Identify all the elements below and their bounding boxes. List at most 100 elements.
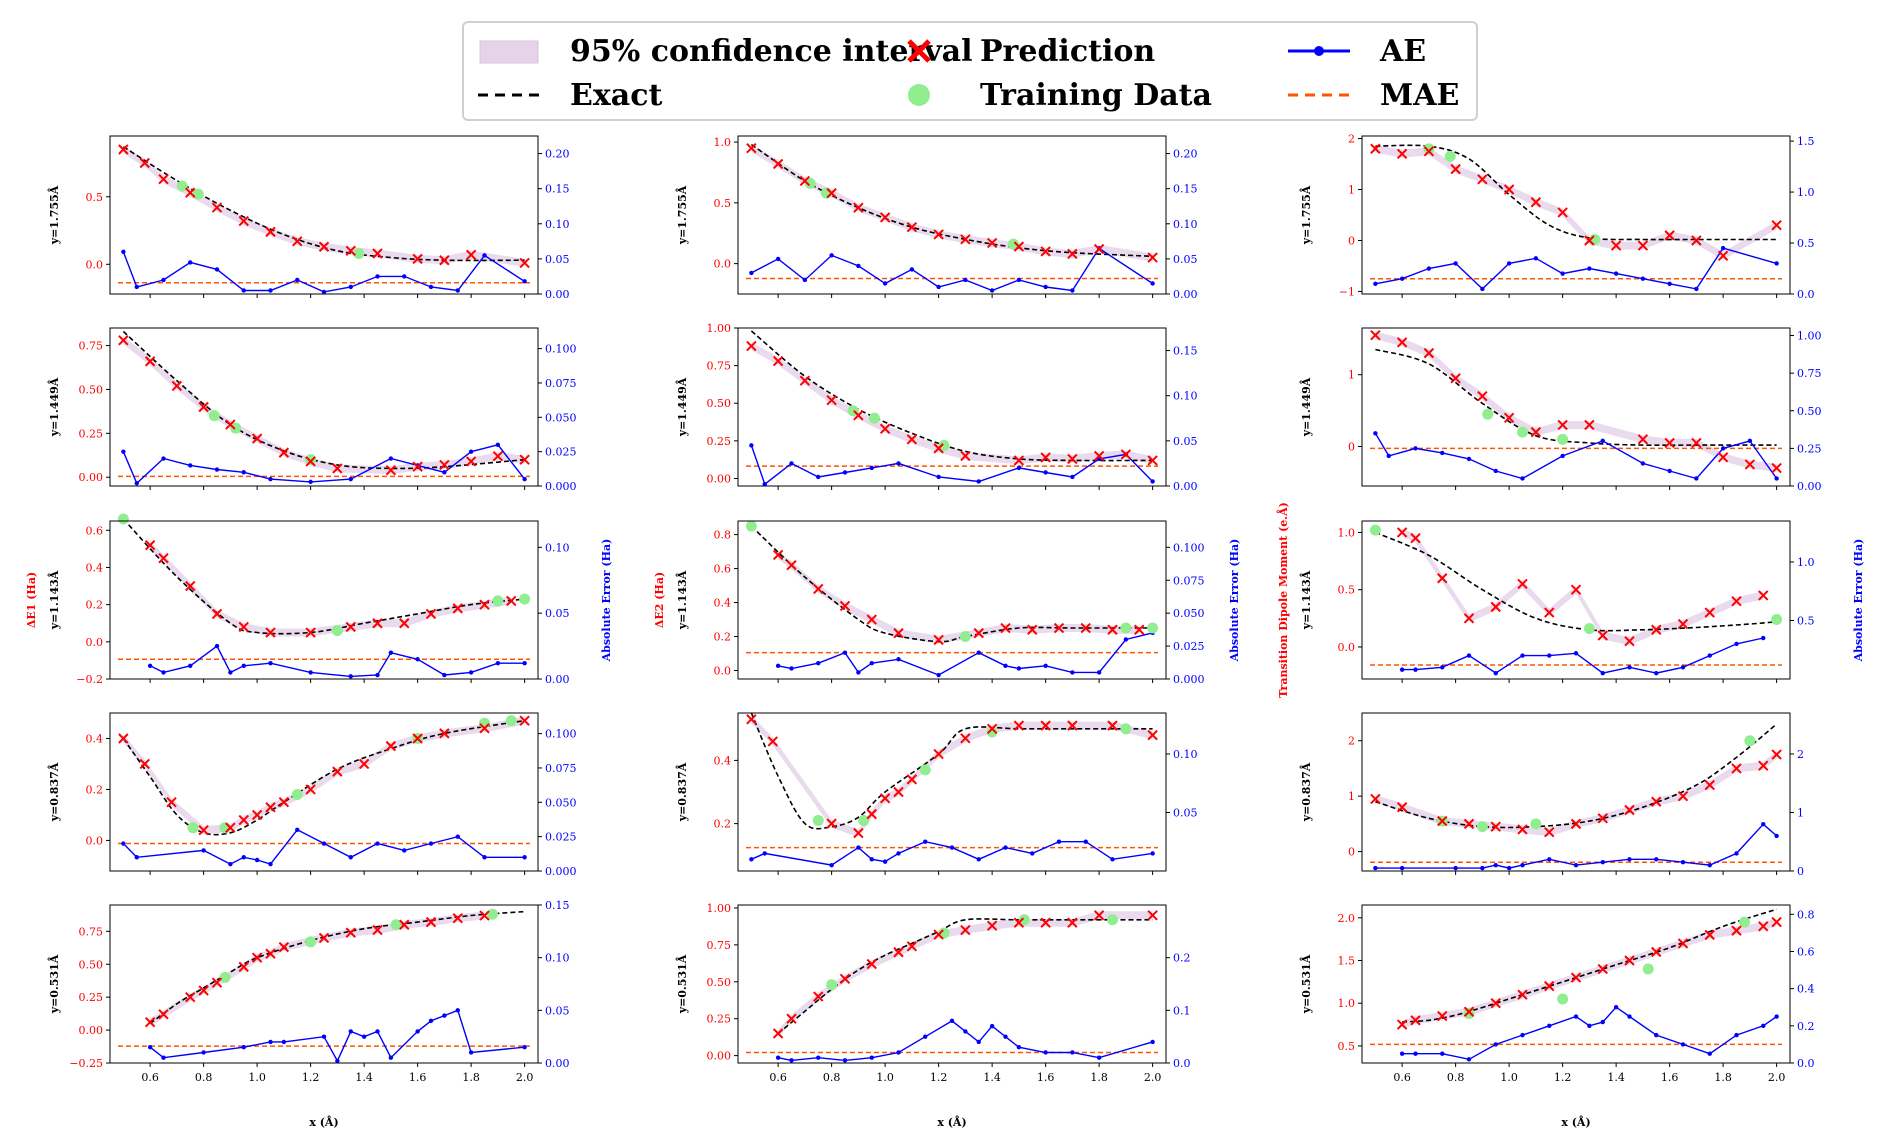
x-axis-label: x (Å) [937, 1115, 966, 1129]
prediction-point [1517, 824, 1528, 835]
prediction-point [385, 464, 397, 476]
right-y-tick-label: 0.00 [1797, 480, 1822, 493]
prediction-point [960, 924, 971, 936]
exact-curve [750, 330, 1153, 462]
left-y-tick-label: 0.75 [707, 360, 732, 373]
prediction-point [1370, 793, 1381, 805]
ae-point [1520, 1032, 1525, 1038]
ae-point [1016, 666, 1022, 671]
right-y-tick-label: 0.2 [1797, 1020, 1815, 1033]
prediction-point [986, 237, 998, 249]
prediction-point [425, 916, 437, 928]
ae-point [1560, 453, 1565, 459]
left-y-tick-label: 0.50 [79, 958, 104, 971]
prediction-point [1597, 813, 1608, 824]
left-y-tick-label: 0.2 [714, 631, 732, 644]
prediction-point [144, 356, 156, 367]
prediction-point [1410, 1015, 1421, 1026]
left-y-tick-label: 0 [1348, 234, 1355, 247]
ae-point [1043, 470, 1048, 475]
ae-point [1493, 1042, 1498, 1047]
ae-point [1506, 261, 1512, 266]
prediction-point [158, 174, 169, 185]
ae-point [161, 1055, 166, 1060]
ae-point [468, 449, 474, 454]
prediction-point [332, 463, 343, 474]
training-point [959, 631, 971, 643]
ae-point [268, 1039, 273, 1045]
training-point [219, 822, 231, 834]
ae-point [295, 827, 300, 832]
left-y-tick-label: 0.0 [86, 834, 104, 847]
ae-point [1070, 1050, 1075, 1055]
prediction-point [465, 249, 477, 261]
prediction-point [1731, 763, 1742, 774]
ae-point [1587, 266, 1592, 271]
training-point [1463, 1007, 1475, 1019]
left-y-tick-label: 0.25 [79, 427, 104, 440]
prediction-point [786, 1013, 797, 1024]
right-y-tick-label: 0.075 [545, 762, 577, 775]
right-y-tick-label: 0.0 [1797, 288, 1815, 301]
ae-point [1627, 857, 1632, 862]
prediction-point [879, 423, 891, 435]
left-y-tick-label: 1.5 [1338, 955, 1356, 968]
ae-point [1520, 653, 1525, 658]
ae-point [1627, 1014, 1632, 1019]
right-y-tick-label: 0.10 [545, 541, 570, 554]
panel-y-label: y=1.449Å [1299, 377, 1313, 437]
training-point [1517, 426, 1528, 438]
training-point [1739, 916, 1751, 928]
prediction-point [1771, 749, 1782, 760]
exact-curve [1375, 348, 1777, 447]
right-y-tick-label: 0.05 [1173, 806, 1198, 819]
ae-line [751, 840, 1153, 866]
ae-line [149, 645, 525, 678]
prediction-point [1544, 607, 1555, 618]
prediction-point [399, 618, 410, 629]
prediction-point [866, 808, 877, 820]
ae-point [749, 857, 754, 862]
panel-frame [109, 520, 539, 680]
x-tick-label: 1.4 [983, 1071, 1001, 1084]
ae-point [361, 1034, 367, 1039]
left-y-tick-label: 0.0 [86, 636, 104, 649]
ae-point [1493, 468, 1498, 474]
prediction-point [1477, 391, 1488, 402]
prediction-point [799, 375, 811, 386]
ae-point [1003, 845, 1008, 850]
training-point [938, 439, 950, 451]
ae-point [428, 1018, 434, 1024]
training-point [1120, 723, 1132, 735]
prediction-point [1584, 235, 1595, 246]
legend-item-prediction: Prediction [884, 31, 1155, 71]
prediction-point [933, 229, 944, 240]
training-point [187, 822, 199, 834]
exact-curve [1375, 531, 1777, 632]
ae-point [789, 1058, 794, 1063]
prediction-point [144, 1016, 156, 1028]
training-point [519, 593, 531, 605]
left-y-tick-label: 0.8 [714, 529, 732, 542]
ae-point [482, 253, 487, 258]
ae-point [201, 1050, 206, 1055]
ae-point [1680, 860, 1686, 865]
right-y-tick-label: 0.050 [545, 796, 577, 809]
prediction-point [826, 818, 837, 829]
ae-point [1694, 286, 1699, 292]
ae-point [1533, 256, 1539, 261]
prediction-point [385, 740, 397, 752]
ae-point [949, 1018, 955, 1024]
ae-point [388, 1055, 394, 1060]
ae-point [1150, 851, 1155, 856]
prediction-point [893, 627, 904, 639]
left-y-tick-label: 2 [1348, 133, 1355, 146]
ae-point [388, 456, 394, 461]
training-point [1120, 622, 1132, 634]
prediction-point [1597, 630, 1608, 641]
prediction-point [118, 335, 129, 346]
prediction-point [292, 236, 303, 247]
prediction-point [1544, 826, 1555, 838]
prediction-point [519, 454, 530, 465]
left-y-tick-label: 0.25 [79, 991, 104, 1004]
